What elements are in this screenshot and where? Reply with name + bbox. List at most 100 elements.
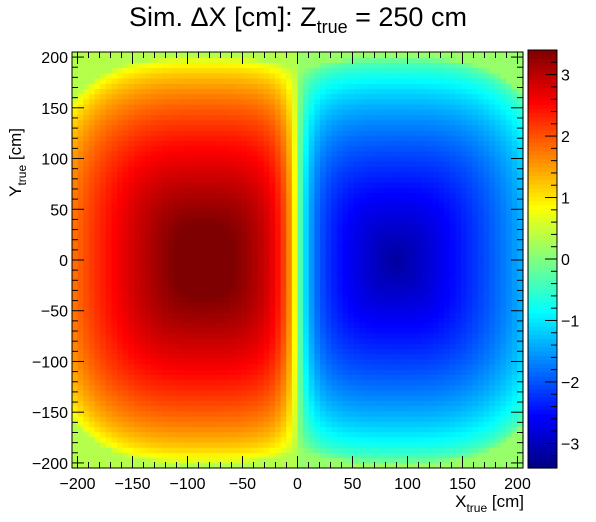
heatmap-cell [184, 197, 191, 204]
heatmap-cell [320, 327, 327, 334]
heatmap-cell [162, 431, 169, 438]
heatmap-cell [100, 265, 107, 271]
heatmap-cell [235, 88, 242, 95]
heatmap-cell [83, 275, 90, 282]
heatmap-cell [342, 62, 349, 69]
heatmap-cell [387, 135, 394, 141]
heatmap-cell [235, 197, 242, 204]
heatmap-cell [370, 410, 378, 417]
heatmap-cell [320, 239, 327, 245]
heatmap-cell [421, 390, 428, 396]
heatmap-cell [162, 208, 169, 214]
heatmap-cell [348, 67, 355, 74]
heatmap-cell [314, 192, 321, 199]
heatmap-cell [145, 93, 152, 100]
heatmap-cell [88, 67, 96, 74]
heatmap-cell [331, 369, 338, 375]
heatmap-cell [297, 343, 304, 349]
heatmap-cell [190, 275, 197, 282]
heatmap-cell [415, 379, 423, 386]
heatmap-cell [139, 78, 146, 84]
heatmap-cell [325, 421, 332, 427]
heatmap-cell [404, 280, 411, 287]
heatmap-cell [212, 187, 220, 193]
heatmap-cell [269, 353, 276, 360]
heatmap-cell [387, 234, 394, 240]
heatmap-cell [235, 83, 242, 89]
heatmap-cell [201, 150, 208, 157]
heatmap-cell [72, 182, 79, 188]
heatmap-cell [196, 431, 203, 438]
heatmap-cell [314, 135, 321, 141]
heatmap-cell [365, 213, 372, 219]
heatmap-cell [190, 390, 197, 396]
heatmap-cell [235, 124, 242, 131]
heatmap-cell [128, 260, 135, 266]
heatmap-cell [286, 208, 293, 214]
heatmap-cell [365, 254, 372, 261]
heatmap-cell [308, 410, 316, 417]
heatmap-cell [303, 260, 310, 266]
heatmap-cell [274, 140, 282, 147]
heatmap-cell [325, 156, 332, 162]
heatmap-cell [156, 140, 163, 147]
heatmap-cell [224, 57, 231, 63]
heatmap-cell [404, 98, 411, 105]
heatmap-cell [105, 369, 113, 375]
heatmap-cell [145, 410, 152, 417]
heatmap-cell [246, 187, 253, 193]
heatmap-cell [320, 369, 327, 375]
heatmap-cell [269, 369, 276, 375]
heatmap-cell [252, 265, 259, 271]
heatmap-cell [269, 348, 276, 355]
heatmap-cell [263, 239, 270, 245]
heatmap-cell [156, 379, 163, 386]
heatmap-cell [88, 150, 96, 157]
heatmap-cell [286, 410, 293, 417]
heatmap-cell [393, 218, 400, 225]
heatmap-cell [365, 156, 372, 162]
heatmap-cell [145, 57, 152, 63]
heatmap-cell [342, 67, 349, 74]
heatmap-cell [331, 291, 338, 297]
heatmap-cell [404, 353, 411, 360]
heatmap-cell [190, 436, 197, 443]
heatmap-cell [348, 374, 355, 381]
heatmap-cell [320, 291, 327, 297]
heatmap-cell [258, 327, 265, 334]
heatmap-cell [280, 93, 287, 100]
heatmap-cell [308, 374, 316, 381]
heatmap-cell [404, 400, 411, 407]
heatmap-cell [122, 114, 129, 121]
heatmap-cell [325, 182, 332, 188]
heatmap-cell [382, 374, 389, 381]
heatmap-cell [235, 286, 242, 292]
heatmap-cell [325, 306, 332, 313]
heatmap-cell [117, 208, 124, 214]
heatmap-cell [252, 182, 259, 188]
heatmap-cell [212, 182, 220, 188]
heatmap-cell [173, 265, 180, 271]
heatmap-cell [201, 296, 208, 303]
heatmap-cell [162, 332, 169, 339]
heatmap-cell [77, 275, 84, 282]
heatmap-cell [291, 348, 299, 355]
heatmap-cell [117, 358, 124, 365]
heatmap-cell [308, 369, 316, 375]
heatmap-cell [83, 239, 90, 245]
heatmap-cell [179, 431, 186, 438]
heatmap-cell [269, 192, 276, 199]
heatmap-cell [207, 239, 214, 245]
heatmap-cell [88, 223, 96, 230]
heatmap-cell [179, 332, 186, 339]
heatmap-cell [336, 62, 344, 69]
heatmap-cell [331, 374, 338, 381]
heatmap-cell [105, 202, 113, 209]
heatmap-cell [167, 405, 175, 412]
heatmap-cell [314, 218, 321, 225]
heatmap-cell [415, 405, 423, 412]
heatmap-cell [212, 176, 220, 183]
heatmap-cell [77, 265, 84, 271]
heatmap-cell [150, 317, 158, 323]
heatmap-cell [325, 166, 332, 173]
